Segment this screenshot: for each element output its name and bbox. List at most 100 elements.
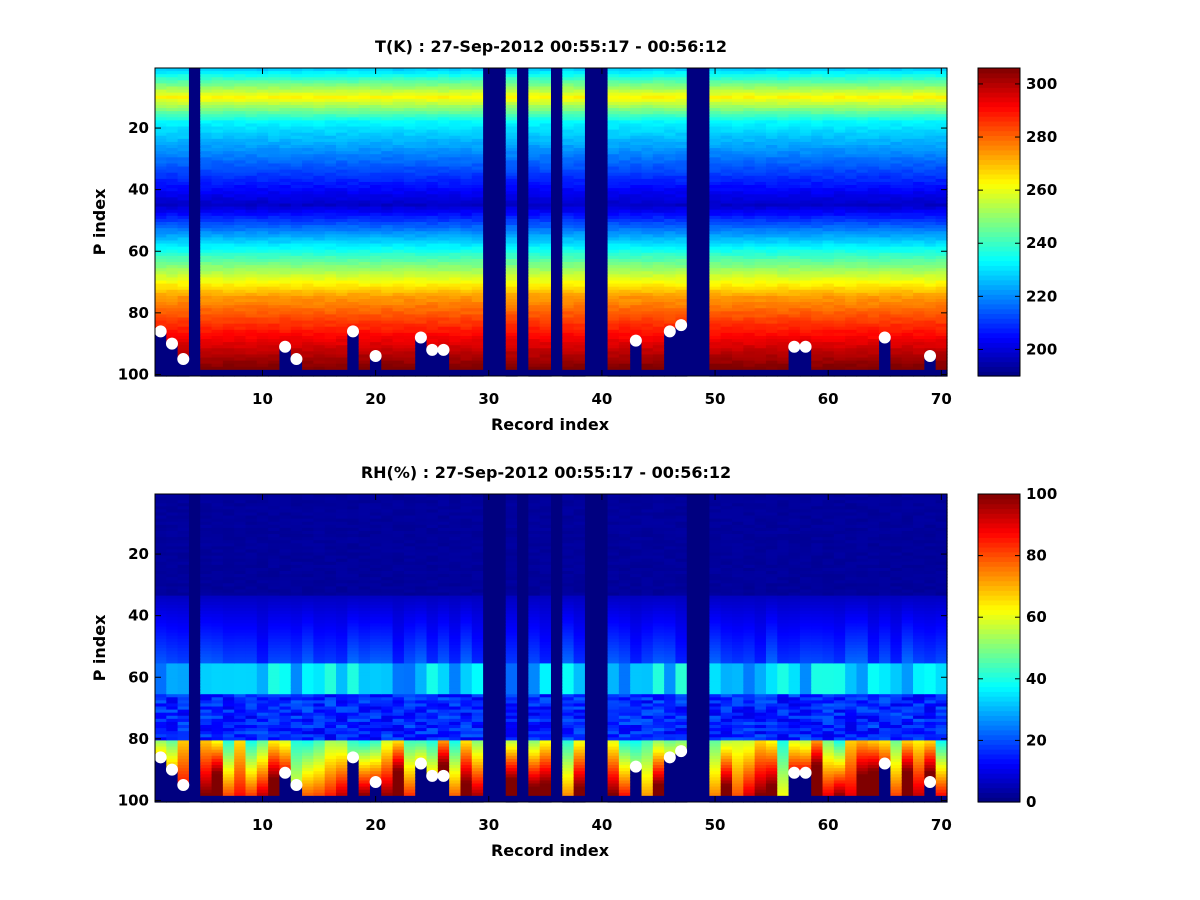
heatmap-cell xyxy=(313,311,326,315)
heatmap-cell xyxy=(562,86,575,91)
heatmap-cell xyxy=(403,200,416,205)
heatmap-cell xyxy=(392,363,405,368)
heatmap-cell xyxy=(449,83,462,88)
heatmap-cell xyxy=(155,252,167,257)
heatmap-cell xyxy=(155,132,167,137)
heatmap-cell xyxy=(245,252,258,257)
heatmap-cell xyxy=(471,126,484,131)
heatmap-cell xyxy=(290,104,303,109)
heatmap-cell xyxy=(279,286,292,291)
heatmap-cell xyxy=(279,363,292,368)
heatmap-cell xyxy=(415,354,428,359)
heatmap-cell xyxy=(302,228,314,232)
heatmap-cell xyxy=(573,265,586,269)
heatmap-cell xyxy=(302,335,314,340)
heatmap-cell xyxy=(415,191,428,195)
heatmap-cell xyxy=(211,104,224,109)
heatmap-cell xyxy=(256,148,269,152)
heatmap-column xyxy=(200,68,213,377)
heatmap-cell xyxy=(471,129,484,134)
heatmap-cell xyxy=(471,191,484,195)
heatmap-cell xyxy=(347,98,360,103)
heatmap-cell xyxy=(222,209,235,214)
heatmap-cell xyxy=(539,348,552,352)
heatmap-cell xyxy=(155,129,167,134)
heatmap-cell xyxy=(200,240,213,245)
heatmap-cell xyxy=(177,252,190,257)
heatmap-cell xyxy=(381,151,394,155)
heatmap-cell xyxy=(234,206,247,211)
heatmap-cell xyxy=(347,71,360,75)
heatmap-cell xyxy=(256,95,269,100)
heatmap-cell xyxy=(358,92,371,97)
heatmap-cell xyxy=(437,357,450,362)
heatmap-cell xyxy=(573,314,586,319)
heatmap-cell xyxy=(290,86,303,91)
heatmap-cell xyxy=(381,114,394,118)
heatmap-cell xyxy=(222,218,235,223)
heatmap-cell xyxy=(200,280,213,285)
heatmap-cell xyxy=(279,249,292,254)
heatmap-cell xyxy=(358,77,371,81)
heatmap-cell xyxy=(290,71,303,75)
heatmap-cell xyxy=(415,320,428,325)
heatmap-cell xyxy=(392,320,405,325)
heatmap-cell xyxy=(166,145,179,149)
heatmap-cell xyxy=(155,77,167,81)
heatmap-cell xyxy=(369,163,382,168)
heatmap-cell xyxy=(369,231,382,235)
heatmap-cell xyxy=(200,123,213,128)
heatmap-cell xyxy=(177,194,190,198)
heatmap-cell xyxy=(392,262,405,266)
heatmap-cell xyxy=(290,277,303,282)
heatmap-cell xyxy=(607,277,620,282)
heatmap-cell xyxy=(166,246,179,251)
heatmap-cell xyxy=(607,252,620,257)
heatmap-cell xyxy=(449,360,462,365)
heatmap-cell xyxy=(618,157,631,161)
heatmap-cell xyxy=(539,249,552,254)
heatmap-cell xyxy=(268,169,281,174)
heatmap-cell xyxy=(155,135,167,140)
heatmap-cell xyxy=(505,302,518,306)
heatmap-cell xyxy=(392,369,405,374)
heatmap-cell xyxy=(381,292,394,297)
heatmap-cell xyxy=(392,181,405,186)
heatmap-cell xyxy=(200,80,213,84)
heatmap-cell xyxy=(403,280,416,285)
heatmap-cell xyxy=(177,185,190,189)
heatmap-cell xyxy=(426,209,439,214)
heatmap-cell xyxy=(166,348,179,352)
heatmap-cell xyxy=(222,237,235,242)
heatmap-cell xyxy=(245,98,258,103)
heatmap-cell xyxy=(256,326,269,331)
heatmap-cell xyxy=(268,265,281,269)
heatmap-cell xyxy=(426,101,439,106)
heatmap-cell xyxy=(245,302,258,306)
heatmap-cell xyxy=(573,145,586,149)
heatmap-cell xyxy=(403,262,416,266)
temperature-title: T(K) : 27-Sep-2012 00:55:17 - 00:56:12 xyxy=(375,37,727,56)
heatmap-cell xyxy=(268,114,281,118)
heatmap-cell xyxy=(200,126,213,131)
heatmap-cell xyxy=(302,342,314,346)
heatmap-cell xyxy=(471,148,484,152)
heatmap-cell xyxy=(177,271,190,275)
heatmap-cell xyxy=(211,145,224,149)
heatmap-cell xyxy=(358,178,371,183)
heatmap-cell xyxy=(211,101,224,106)
heatmap-cell xyxy=(290,234,303,238)
heatmap-cell xyxy=(528,101,541,106)
heatmap-cell xyxy=(234,111,247,115)
heatmap-cell xyxy=(166,369,179,374)
heatmap-cell xyxy=(256,123,269,128)
heatmap-cell xyxy=(256,191,269,195)
heatmap-cell xyxy=(369,129,382,134)
heatmap-cell xyxy=(369,308,382,312)
heatmap-cell xyxy=(166,166,179,171)
heatmap-cell xyxy=(415,172,428,177)
heatmap-cell xyxy=(607,311,620,315)
heatmap-cell xyxy=(381,243,394,248)
heatmap-cell xyxy=(392,160,405,165)
heatmap-cell xyxy=(155,86,167,91)
